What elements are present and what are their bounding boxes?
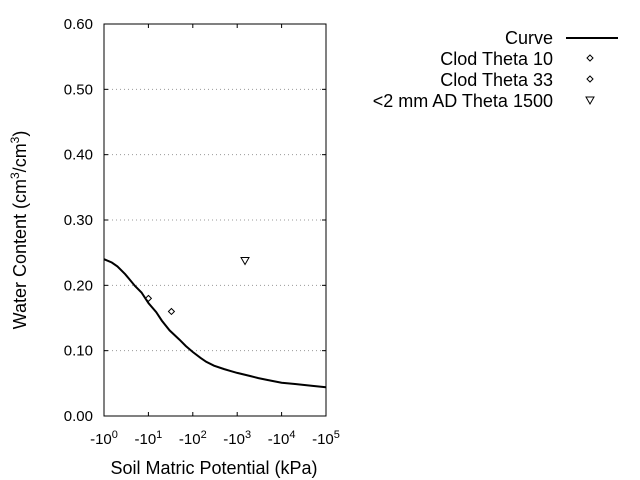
y-axis-ticks: 0.00 0.10 0.20 0.30 0.40 0.50 0.60 [64,16,326,425]
legend-label-clod-theta-33: Clod Theta 33 [440,70,553,90]
y-tick-label-3: 0.30 [64,212,93,229]
y-tick-label-4: 0.40 [64,147,93,164]
y-axis-title-prefix: Water Content (cm [10,179,30,329]
x-axis-title: Soil Matric Potential (kPa) [110,458,317,478]
legend-label-curve: Curve [505,28,553,48]
grid-lines [104,88,326,352]
data-point-2-0 [167,307,176,316]
data-point-1-0 [144,294,153,303]
y-axis-title-suffix: ) [10,131,30,137]
legend-marker-diamond-33 [586,75,594,83]
y-axis-title-exp2: 3 [8,136,22,143]
legend-marker-triangle [585,96,595,106]
x-tick-label-2: -102 [179,429,207,448]
legend: Curve Clod Theta 10 Clod Theta 33 <2 mm … [373,28,618,111]
x-tick-label-3: -103 [223,429,251,448]
y-tick-label-1: 0.10 [64,343,93,360]
series-line-curve [103,258,327,389]
y-axis-title-exp1: 3 [8,172,22,179]
legend-marker-diamond-10 [586,54,594,62]
x-axis-ticks: -100 -101 -102 -103 -104 -105 [90,24,340,448]
y-tick-label-2: 0.20 [64,277,93,294]
y-axis-title-mid: /cm [10,143,30,172]
series-layer [103,257,327,389]
x-tick-label-1: -101 [134,429,162,448]
y-tick-label-5: 0.50 [64,81,93,98]
x-tick-label-4: -104 [268,429,296,448]
y-axis-title: Water Content (cm3/cm3) [8,131,30,330]
y-tick-label-6: 0.60 [64,16,93,33]
legend-label-clod-theta-10: Clod Theta 10 [440,49,553,69]
x-tick-label-5: -105 [312,429,340,448]
x-tick-label-0: -100 [90,429,118,448]
data-point-3-0 [240,257,250,266]
y-tick-label-0: 0.00 [64,408,93,425]
legend-label-ad-theta-1500: <2 mm AD Theta 1500 [373,91,553,111]
